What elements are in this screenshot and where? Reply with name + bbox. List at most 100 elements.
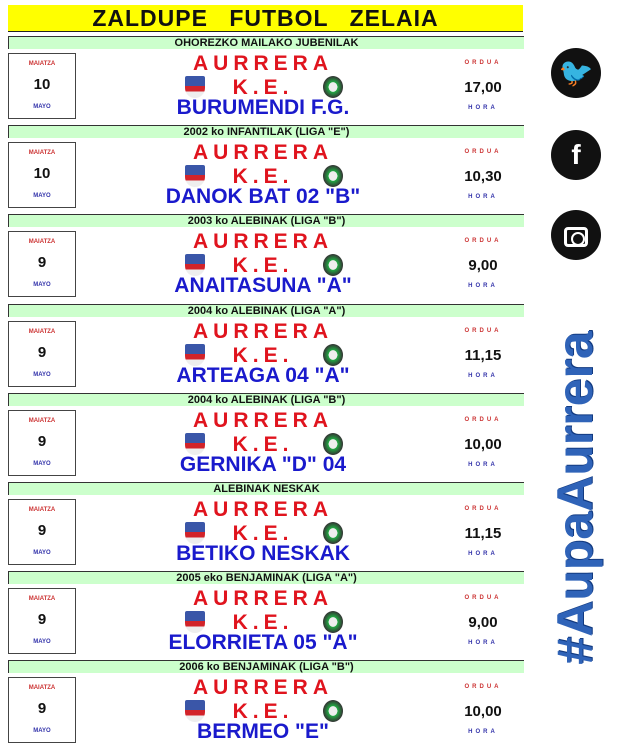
home-team: AURRERA K.E. [193, 587, 333, 635]
home-crest-icon [185, 432, 205, 455]
date-box: MAIATZA 10 MAYO [8, 53, 76, 119]
home-crest-icon [185, 611, 205, 634]
month-es: MAYO [33, 104, 51, 110]
match-block: 2004 ko ALEBINAK (LIGA "B") MAIATZA 9 MA… [8, 392, 524, 482]
time-label-es: HORA [468, 372, 498, 379]
category-header: 2002 ko INFANTILAK (LIGA "E") [8, 125, 524, 139]
facebook-icon[interactable]: f [551, 130, 601, 180]
page-title: ZALDUPE FUTBOL ZELAIA [8, 5, 523, 32]
day: 9 [37, 611, 47, 629]
time-label-eu: ORDUA [464, 684, 502, 691]
home-crest-icon [185, 254, 205, 277]
twitter-icon[interactable]: 🐦 [551, 48, 601, 98]
home-crest-icon [185, 700, 205, 723]
away-team: BERMEO "E" [197, 720, 329, 744]
instagram-icon[interactable] [551, 210, 601, 260]
month-eu: MAIATZA [28, 239, 56, 246]
day: 9 [37, 700, 47, 718]
month-es: MAYO [33, 550, 51, 556]
date-box: MAIATZA 9 MAYO [8, 499, 76, 565]
time-label-eu: ORDUA [464, 327, 502, 334]
time-label-eu: ORDUA [464, 416, 502, 423]
kickoff-time: 11,15 [464, 525, 502, 542]
month-es: MAYO [33, 639, 51, 646]
match-block: 2002 ko INFANTILAK (LIGA "E") MAIATZA 10… [8, 125, 524, 214]
day: 9 [37, 522, 47, 539]
category-header: 2004 ko ALEBINAK (LIGA "A") [8, 303, 524, 317]
category-header: 2003 ko ALEBINAK (LIGA "B") [8, 214, 524, 228]
home-crest-icon [185, 165, 205, 188]
month-eu: MAIATZA [28, 328, 56, 335]
time-label-es: HORA [468, 551, 498, 557]
home-team: AURRERA K.E. [193, 230, 333, 278]
date-box: MAIATZA 10 MAYO [8, 142, 76, 209]
home-team: AURRERA K.E. [193, 408, 333, 456]
kickoff-time: 9,00 [468, 257, 498, 275]
time-label-es: HORA [468, 283, 498, 290]
home-crest-icon [185, 76, 205, 98]
month-es: MAYO [33, 371, 51, 378]
away-team: ELORRIETA 05 "A" [168, 631, 358, 655]
month-eu: MAIATZA [28, 507, 56, 513]
month-eu: MAIATZA [28, 61, 56, 67]
date-box: MAIATZA 9 MAYO [8, 320, 76, 387]
month-eu: MAIATZA [28, 150, 56, 157]
away-team: GERNIKA "D" 04 [179, 452, 347, 476]
date-box: MAIATZA 9 MAYO [8, 409, 76, 476]
month-es: MAYO [33, 282, 51, 289]
month-es: MAYO [33, 728, 51, 735]
home-team: AURRERA K.E. [193, 319, 333, 367]
time-label-es: HORA [468, 194, 498, 201]
home-team: AURRERA K.E. [193, 52, 333, 99]
category-header: OHOREZKO MAILAKO JUBENILAK [8, 36, 524, 49]
time-label-eu: ORDUA [464, 595, 502, 602]
category-header: ALEBINAK NESKAK [8, 482, 524, 495]
match-block: 2006 ko BENJAMINAK (LIGA "B") MAIATZA 9 … [8, 660, 524, 749]
category-header: 2005 eko BENJAMINAK (LIGA "A") [8, 571, 524, 585]
time-label-es: HORA [468, 640, 498, 647]
date-box: MAIATZA 9 MAYO [8, 588, 76, 655]
day: 9 [37, 432, 47, 450]
date-box: MAIATZA 9 MAYO [8, 231, 76, 298]
hashtag: #AupaAurrera [547, 331, 603, 665]
kickoff-time: 10,00 [464, 703, 502, 721]
kickoff-time: 11,15 [464, 346, 502, 364]
day: 9 [37, 343, 47, 361]
day: 9 [37, 254, 47, 272]
time-label-es: HORA [468, 461, 498, 468]
home-crest-icon [185, 522, 205, 544]
kickoff-time: 10,30 [464, 168, 502, 186]
month-eu: MAIATZA [28, 685, 56, 692]
category-header: 2004 ko ALEBINAK (LIGA "B") [8, 392, 524, 406]
time-label-eu: ORDUA [464, 149, 502, 156]
away-team: BURUMENDI F.G. [176, 96, 350, 119]
month-eu: MAIATZA [28, 417, 56, 424]
home-team: AURRERA K.E. [193, 676, 333, 724]
away-crest-icon [323, 700, 343, 723]
kickoff-time: 9,00 [468, 614, 498, 632]
time-label-eu: ORDUA [464, 506, 502, 512]
away-crest-icon [323, 522, 343, 544]
time-label-es: HORA [468, 729, 498, 736]
away-team: ARTEAGA 04 "A" [176, 363, 350, 387]
date-box: MAIATZA 9 MAYO [8, 677, 76, 744]
home-team: AURRERA K.E. [193, 498, 333, 545]
home-team: AURRERA K.E. [193, 141, 333, 189]
away-team: BETIKO NESKAK [176, 542, 350, 565]
month-es: MAYO [33, 193, 51, 200]
category-header: 2006 ko BENJAMINAK (LIGA "B") [8, 660, 524, 674]
month-es: MAYO [33, 460, 51, 467]
away-crest-icon [323, 611, 343, 634]
away-crest-icon [323, 343, 343, 366]
away-team: ANAITASUNA "A" [174, 274, 352, 298]
away-crest-icon [323, 76, 343, 98]
time-label-eu: ORDUA [464, 60, 502, 66]
match-block: ALEBINAK NESKAK MAIATZA 9 MAYO AURRERA K… [8, 482, 524, 571]
away-crest-icon [323, 254, 343, 277]
match-block: 2004 ko ALEBINAK (LIGA "A") MAIATZA 9 MA… [8, 303, 524, 393]
away-crest-icon [323, 432, 343, 455]
away-crest-icon [323, 165, 343, 188]
match-block: 2005 eko BENJAMINAK (LIGA "A") MAIATZA 9… [8, 571, 524, 660]
month-eu: MAIATZA [28, 596, 56, 603]
day: 10 [33, 76, 51, 93]
